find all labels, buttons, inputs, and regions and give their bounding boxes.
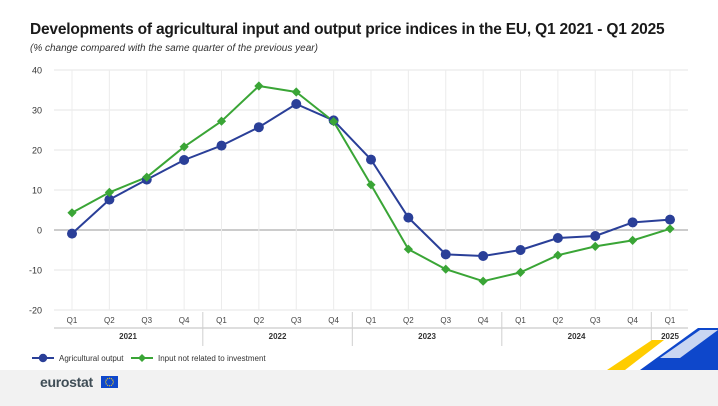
legend-label-1: Agricultural output [59, 354, 124, 363]
x-tick-label: Q2 [104, 316, 115, 325]
series-layer [67, 81, 675, 286]
data-point-1 [104, 194, 115, 205]
x-tick-label: Q3 [590, 316, 601, 325]
data-point-2 [67, 208, 77, 218]
x-tick-label: Q3 [291, 316, 302, 325]
y-tick-label: 20 [32, 146, 42, 156]
x-year-label: 2021 [119, 332, 137, 341]
x-tick-label: Q1 [366, 316, 377, 325]
x-tick-label: Q2 [254, 316, 265, 325]
y-tick-label: -20 [29, 306, 42, 316]
grid-layer [54, 69, 688, 311]
chart-title: Developments of agricultural input and o… [30, 21, 665, 38]
data-point-2 [441, 264, 451, 274]
x-tick-label: Q2 [553, 316, 564, 325]
data-point-2 [254, 81, 264, 91]
data-point-2 [478, 276, 488, 286]
x-tick-label: Q4 [328, 316, 339, 325]
data-point-2 [665, 224, 675, 234]
x-tick-label: Q1 [515, 316, 526, 325]
axis-layer: 40 30 20 10 0 -10 -20 Q1 Q2 Q3 Q4 Q1 Q2 Q3 Q4 Q1 Q2 Q3 Q4 Q… [29, 66, 688, 346]
x-tick-label: Q4 [478, 316, 489, 325]
x-year-label: 2025 [661, 332, 679, 341]
data-point-1 [67, 228, 77, 239]
x-year-label: 2024 [568, 332, 586, 341]
data-point-1 [478, 251, 489, 261]
y-tick-label: 30 [32, 106, 42, 116]
x-tick-label: Q3 [440, 316, 451, 325]
x-tick-label: Q1 [216, 316, 227, 325]
chart-card [0, 0, 718, 370]
data-point-2 [366, 180, 376, 190]
line-chart: 40 30 20 10 0 -10 -20 Q1 Q2 Q3 Q4 Q1 Q2 Q3 Q4 Q1 Q2 Q3 Q4 Q… [29, 66, 718, 370]
x-tick-label: Q1 [67, 316, 78, 325]
data-point-1 [403, 212, 414, 223]
data-point-1 [253, 122, 264, 133]
x-tick-label: Q3 [141, 316, 152, 325]
x-year-label: 2022 [269, 332, 287, 341]
data-point-2 [403, 244, 413, 254]
data-point-2 [142, 172, 152, 182]
data-point-1 [366, 154, 376, 165]
y-tick-label: 0 [37, 226, 42, 236]
data-point-2 [553, 250, 563, 260]
data-point-1 [552, 233, 563, 243]
data-point-2 [515, 267, 526, 277]
x-tick-label: Q4 [627, 316, 638, 325]
decor-yellow-stripe [607, 340, 664, 370]
chart-subtitle: (% change compared with the same quarter… [30, 43, 318, 54]
data-point-1 [627, 217, 638, 228]
data-point-2 [104, 187, 114, 197]
y-tick-label: 10 [32, 186, 42, 196]
legend-marker-2 [138, 354, 146, 362]
y-tick-label: 40 [32, 66, 42, 76]
x-tick-label: Q4 [179, 316, 190, 325]
footer-bar [0, 370, 718, 406]
data-point-2 [628, 235, 638, 245]
data-point-2 [216, 116, 227, 126]
data-point-1 [515, 245, 526, 255]
data-point-1 [665, 214, 675, 225]
data-point-2 [291, 87, 301, 97]
eurostat-logo: eurostat [40, 374, 93, 390]
legend-marker-1 [38, 353, 48, 363]
y-tick-label: -10 [29, 266, 42, 276]
eu-flag-icon [101, 376, 118, 388]
data-point-1 [590, 231, 601, 241]
x-year-label: 2023 [418, 332, 436, 341]
x-tick-label: Q1 [665, 316, 676, 325]
data-point-2 [179, 142, 189, 152]
data-point-2 [329, 117, 339, 127]
legend: Agricultural output Input not related to … [32, 353, 266, 363]
data-point-1 [291, 99, 302, 109]
data-point-1 [440, 249, 451, 260]
x-tick-label: Q2 [403, 316, 414, 325]
data-point-2 [590, 241, 600, 251]
corner-decoration [607, 328, 718, 370]
decor-light-stripe [660, 330, 718, 358]
data-point-1 [216, 140, 227, 151]
data-point-1 [179, 155, 190, 165]
legend-label-2: Input not related to investment [158, 354, 266, 363]
